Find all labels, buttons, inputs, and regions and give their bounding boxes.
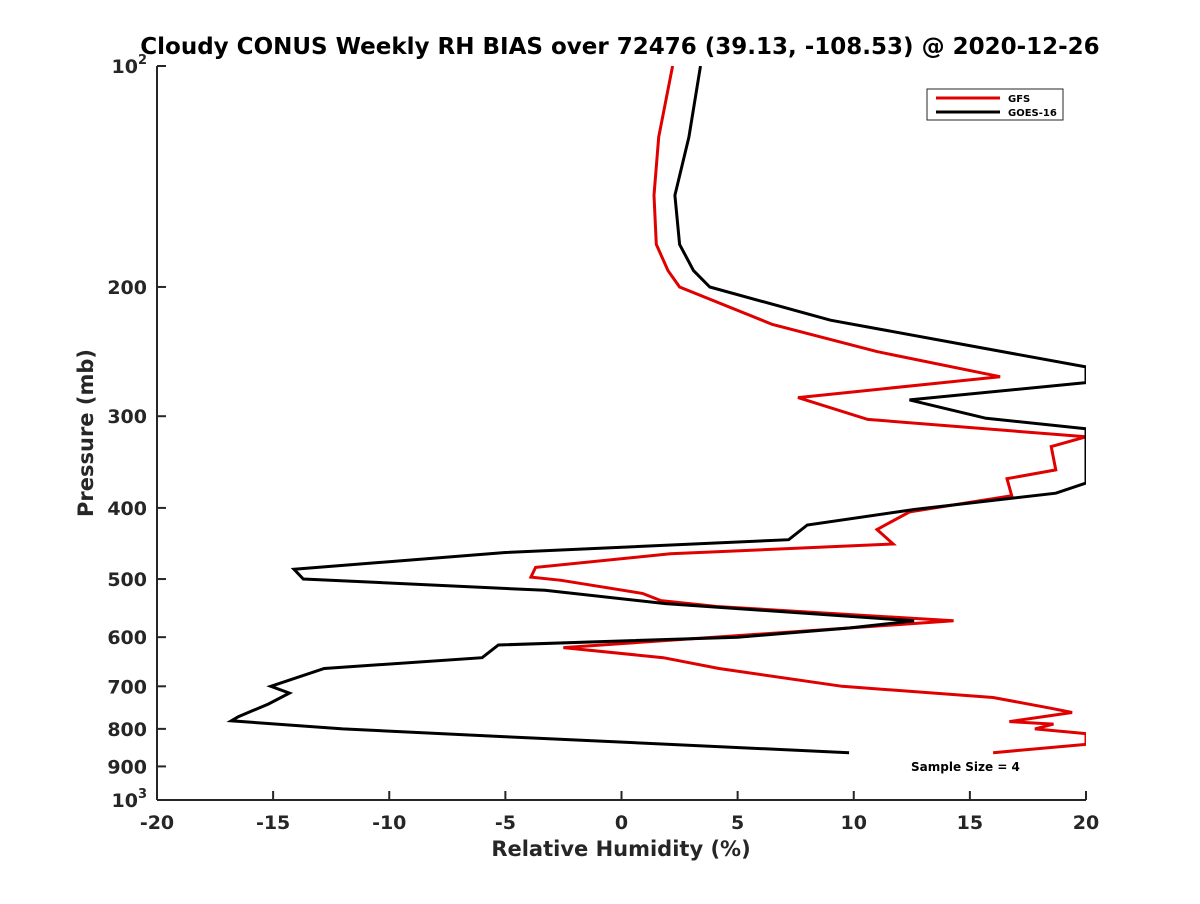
y-tick-label: 600 [107,627,147,649]
series-line-gfs [528,66,1086,755]
y-tick-label: 500 [107,569,147,591]
y-tick-label: 200 [107,277,147,299]
y-tick-label: 102 [112,53,148,78]
x-tick-label: -5 [495,812,516,834]
ticks-layer: -20 -15 -10 -5 0 5 10 15 20 102 200 300 400 500 600 700… [107,53,1099,834]
x-tick-label: -20 [140,812,174,834]
y-tick-label: 400 [107,498,147,520]
y-axis-label: Pressure (mb) [74,349,98,517]
x-tick-label: 5 [731,812,744,834]
legend-box [926,88,1064,121]
series-layer [226,66,1086,755]
y-tick-label: 103 [112,787,148,812]
axes-layer [156,66,1086,801]
x-tick-label: 15 [957,812,983,834]
legend-entry-label: GOES-16 [1008,108,1057,119]
y-tick-label: 800 [107,719,147,741]
y-tick-label: 900 [107,756,147,778]
x-tick-label: -15 [256,812,290,834]
chart-title: Cloudy CONUS Weekly RH BIAS over 72476 (… [140,34,1099,60]
legend-entry-label: GFS [1008,94,1030,105]
x-tick-label: -10 [372,812,406,834]
x-tick-label: 0 [615,812,628,834]
series-line-goes-16 [226,66,1086,755]
y-tick-label: 300 [107,406,147,428]
x-tick-label: 20 [1073,812,1099,834]
y-tick-label: 700 [107,676,147,698]
sample-size-annotation: Sample Size = 4 [911,760,1020,774]
x-tick-label: 10 [841,812,867,834]
x-axis-label: Relative Humidity (%) [491,837,750,861]
legend: GFS GOES-16 [926,88,1064,121]
